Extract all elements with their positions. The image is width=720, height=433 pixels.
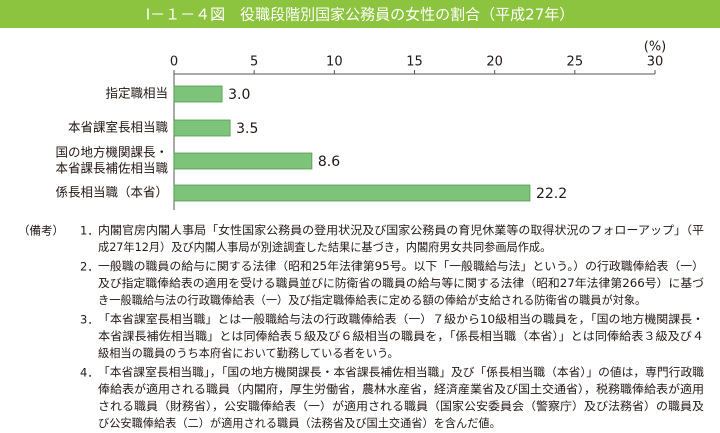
value-label: 3.5 [236,121,258,137]
bar [173,119,231,137]
y-tick-label: 係長相当職（本省） [55,185,168,200]
note-number: 3． [80,313,99,327]
x-tick-label: 20 [486,55,503,70]
bar [173,85,223,103]
notes-label: （備考） [18,224,64,238]
note-text: 級相当の職員のうち本府省において勤務している者をいう。 [98,346,399,360]
note-text: 俸給表が適用される職員（内閣府，厚生労働省，農林水産省，経済産業省及び国土交通省… [98,382,704,396]
x-tick-label: 25 [567,55,584,70]
chart-title: Ⅰ－１－４図 役職段階別国家公務員の女性の割合（平成27年） [146,6,575,24]
note-number: 1． [80,224,99,238]
value-label: 8.6 [318,154,340,170]
note-text: 本省課長補佐相当職」とは同俸給表５級及び６級相当の職員を，「係長相当職（本省）」… [98,329,704,343]
note-text: 内閣官房内閣人事局「女性国家公務員の登用状況及び国家公務員の育児休業等の取得状況… [98,223,704,237]
note-text: 一般職の職員の給与に関する法律（昭和25年法律第95号。以下「一般職給与法」とい… [98,259,704,273]
bar [173,152,313,170]
x-tick-label: 15 [406,55,423,70]
x-tick-label: 0 [170,55,178,70]
note-text: される職員（財務省），公安職俸給表（一）が適用される職員（国家公安委員会（警察庁… [98,399,704,413]
title-band [0,0,720,28]
note-text: 「本省課室長相当職」とは一般職給与法の行政職俸給表（一）７級から10級相当の職員… [98,312,704,326]
note-text: 及び指定職俸給表の適用を受ける職員並びに防衛省の職員の給与等に関する法律（昭和2… [98,276,704,290]
value-label: 22.2 [536,186,567,202]
value-label: 3.0 [228,87,250,103]
bar [173,184,531,202]
note-text: き一般職給与法の行政職俸給表（一）及び指定職俸給表に定める額の俸給が支給される防… [98,293,646,307]
note-number: 2． [80,260,99,274]
note-text: び公安職俸給表（二）が適用される職員（法務省及び国土交通省）を含んだ値。 [98,416,501,430]
x-tick-label: 10 [326,55,343,70]
y-tick-label: 指定職相当 [105,86,168,101]
y-tick-label: 本省課長補佐相当職 [55,161,168,176]
y-tick-label: 本省課室長相当職 [68,120,169,135]
note-number: 4． [80,366,99,380]
note-text: 成27年12月）及び内閣人事局が別途調査した結果に基づき，内閣府男女共同参画局作… [98,240,551,254]
y-tick-label: 国の地方機関課長・ [55,145,168,160]
note-text: 「本省課室長相当職」，「国の地方機関課長・本省課長補佐相当職」及び「係長相当職（… [98,365,704,379]
x-tick-label: 5 [250,55,258,70]
x-tick-label: 30 [647,55,664,70]
unit-label: (%) [644,40,667,55]
